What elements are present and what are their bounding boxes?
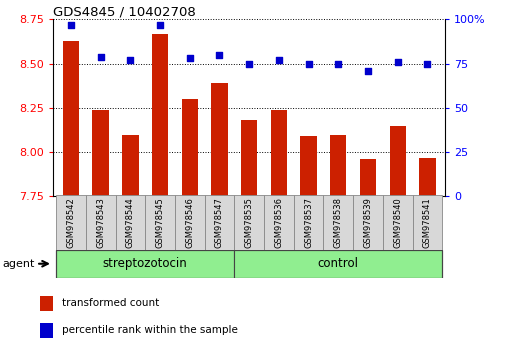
Text: GSM978540: GSM978540 [392, 197, 401, 248]
Point [96, 54, 105, 59]
Point [185, 56, 193, 61]
Text: GDS4845 / 10402708: GDS4845 / 10402708 [53, 5, 195, 18]
Text: GSM978543: GSM978543 [96, 197, 105, 248]
Bar [86, 195, 115, 250]
Text: GSM978547: GSM978547 [215, 197, 224, 248]
Bar [115, 195, 145, 250]
Bar [264, 195, 293, 250]
Bar [412, 195, 441, 250]
Text: GSM978538: GSM978538 [333, 197, 342, 248]
Bar [92, 110, 109, 196]
Bar [122, 135, 138, 196]
Point [334, 61, 342, 67]
Bar [40, 296, 53, 311]
Text: streptozotocin: streptozotocin [103, 257, 187, 270]
Bar [56, 195, 86, 250]
Bar [63, 41, 79, 196]
Bar [234, 195, 264, 250]
Bar [152, 34, 168, 196]
Bar [175, 195, 204, 250]
Text: GSM978536: GSM978536 [274, 197, 283, 248]
Bar [56, 250, 234, 278]
Text: transformed count: transformed count [62, 298, 159, 308]
Point [304, 61, 312, 67]
Point [393, 59, 401, 65]
Bar [204, 195, 234, 250]
Text: GSM978535: GSM978535 [244, 197, 253, 248]
Point [363, 68, 371, 74]
Point [215, 52, 223, 58]
Point [245, 61, 253, 67]
Bar [329, 135, 346, 196]
Text: GSM978545: GSM978545 [155, 197, 164, 248]
Text: GSM978542: GSM978542 [66, 197, 75, 248]
Bar [352, 195, 382, 250]
Bar [293, 195, 323, 250]
Text: agent: agent [3, 259, 35, 269]
Bar [359, 159, 375, 196]
Bar [145, 195, 175, 250]
Bar [181, 99, 197, 196]
Bar [234, 250, 441, 278]
Text: percentile rank within the sample: percentile rank within the sample [62, 325, 237, 335]
Bar [240, 120, 257, 196]
Point [67, 22, 75, 28]
Text: control: control [317, 257, 358, 270]
Bar [270, 110, 286, 196]
Point [423, 61, 431, 67]
Point [156, 22, 164, 28]
Text: GSM978544: GSM978544 [126, 197, 135, 248]
Text: GSM978541: GSM978541 [422, 197, 431, 248]
Bar [323, 195, 352, 250]
Bar [211, 83, 227, 196]
Point [126, 57, 134, 63]
Point [274, 57, 282, 63]
Bar [40, 323, 53, 338]
Text: GSM978539: GSM978539 [363, 197, 372, 248]
Bar [389, 126, 405, 196]
Bar [419, 158, 435, 196]
Text: GSM978546: GSM978546 [185, 197, 194, 248]
Bar [300, 136, 316, 196]
Text: GSM978537: GSM978537 [304, 197, 313, 248]
Bar [382, 195, 412, 250]
